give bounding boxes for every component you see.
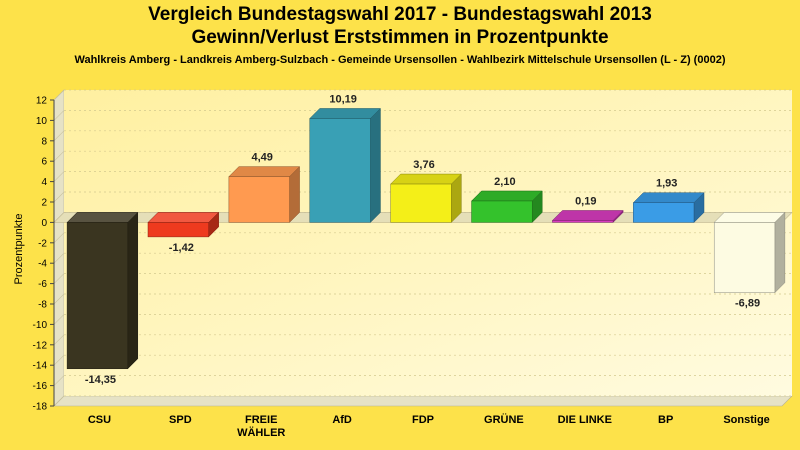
x-tick-label: Sonstige — [723, 414, 769, 426]
y-tick-label: -8 — [38, 300, 47, 311]
x-tick-label: GRÜNE — [484, 413, 524, 426]
bar-top — [470, 190, 543, 202]
bar-top — [228, 166, 301, 177]
y-tick-label: -14 — [33, 361, 48, 372]
y-tick-label: -2 — [38, 238, 47, 249]
y-axis-label: Prozentpunkte — [13, 214, 25, 285]
gridline-depth — [53, 171, 65, 182]
y-tick-label: -16 — [33, 381, 48, 392]
bar-top — [551, 210, 624, 221]
data-label: 2,10 — [494, 176, 515, 188]
x-tick-label: AfD — [332, 414, 352, 426]
bar-csu — [66, 211, 139, 370]
y-tick-label: 4 — [41, 177, 47, 188]
gridline-depth — [53, 252, 65, 264]
bar-front — [390, 183, 452, 223]
x-tick-label: BP — [658, 414, 673, 426]
x-tick-label: FREIE WÄHLER — [237, 414, 285, 439]
x-tick-label: CSU — [88, 414, 111, 426]
data-label: 10,19 — [329, 93, 357, 105]
bar-top — [147, 212, 220, 223]
data-label: -1,42 — [169, 242, 194, 254]
bar-top — [390, 173, 462, 185]
y-tick-label: -12 — [33, 340, 48, 351]
bar-front — [147, 222, 209, 238]
gridline-depth — [53, 293, 65, 305]
gridline-depth — [53, 395, 65, 407]
gridline-depth — [53, 232, 65, 244]
gridline-depth — [53, 130, 65, 142]
y-tick-label: 2 — [41, 198, 47, 209]
data-label: 1,93 — [656, 178, 677, 190]
gridline-depth — [53, 89, 65, 101]
gridline-depth — [53, 314, 65, 325]
bar-top — [66, 212, 139, 223]
bar-side — [370, 107, 381, 224]
bar-die-linke — [551, 209, 624, 224]
data-label: -14,35 — [85, 374, 116, 386]
bar-sonstige — [713, 211, 786, 294]
plot-side-wall — [53, 89, 65, 407]
plot-floor — [53, 395, 793, 407]
chart-title: Vergleich Bundestagswahl 2017 - Bundesta… — [148, 4, 652, 25]
gridline-depth — [53, 191, 65, 203]
bar-bp — [632, 192, 705, 224]
bar-front — [471, 200, 533, 223]
y-tick-label: -10 — [33, 320, 48, 331]
gridline-depth — [53, 150, 65, 162]
bar-front — [228, 176, 290, 223]
gridline-depth — [53, 273, 65, 284]
bar-top — [632, 192, 705, 203]
bar-front — [633, 202, 695, 223]
bar-side — [127, 211, 139, 370]
data-label: 0,19 — [575, 195, 596, 207]
bar-top — [309, 108, 382, 119]
bar-grüne — [470, 190, 543, 224]
data-label: 4,49 — [252, 152, 273, 164]
x-tick-label: FDP — [412, 414, 434, 426]
y-tick-label: -6 — [38, 279, 47, 290]
gridline-depth — [53, 334, 65, 346]
y-tick-label: 12 — [36, 96, 48, 107]
y-tick-label: 8 — [41, 136, 47, 147]
gridline-depth — [53, 375, 65, 386]
x-tick-label: SPD — [169, 414, 192, 426]
chart-subtitle: Gewinn/Verlust Erststimmen in Prozentpun… — [191, 27, 609, 48]
y-tick-label: 0 — [41, 218, 47, 229]
bar-side — [774, 211, 786, 294]
bar-front — [66, 222, 129, 370]
gridline-depth — [53, 354, 65, 366]
y-tick-label: 6 — [41, 157, 47, 168]
bar-top — [713, 212, 786, 223]
bar-fdp — [390, 173, 462, 224]
data-label: 3,76 — [413, 159, 434, 171]
x-tick-label: DIE LINKE — [558, 414, 612, 426]
bar-front — [309, 118, 371, 223]
bar-front — [713, 222, 776, 293]
chart-caption: Wahlkreis Amberg - Landkreis Amberg-Sulz… — [74, 54, 726, 66]
data-label: -6,89 — [735, 298, 760, 310]
plot-area — [64, 90, 792, 396]
bar-afd — [309, 107, 382, 224]
y-tick-label: -4 — [38, 259, 47, 270]
y-tick-label: -18 — [33, 402, 48, 413]
bar-front — [552, 220, 614, 223]
bar-spd — [147, 211, 220, 238]
bar-freie-wähler — [228, 165, 301, 224]
y-tick-label: 10 — [36, 116, 48, 127]
gridline-depth — [53, 110, 65, 121]
